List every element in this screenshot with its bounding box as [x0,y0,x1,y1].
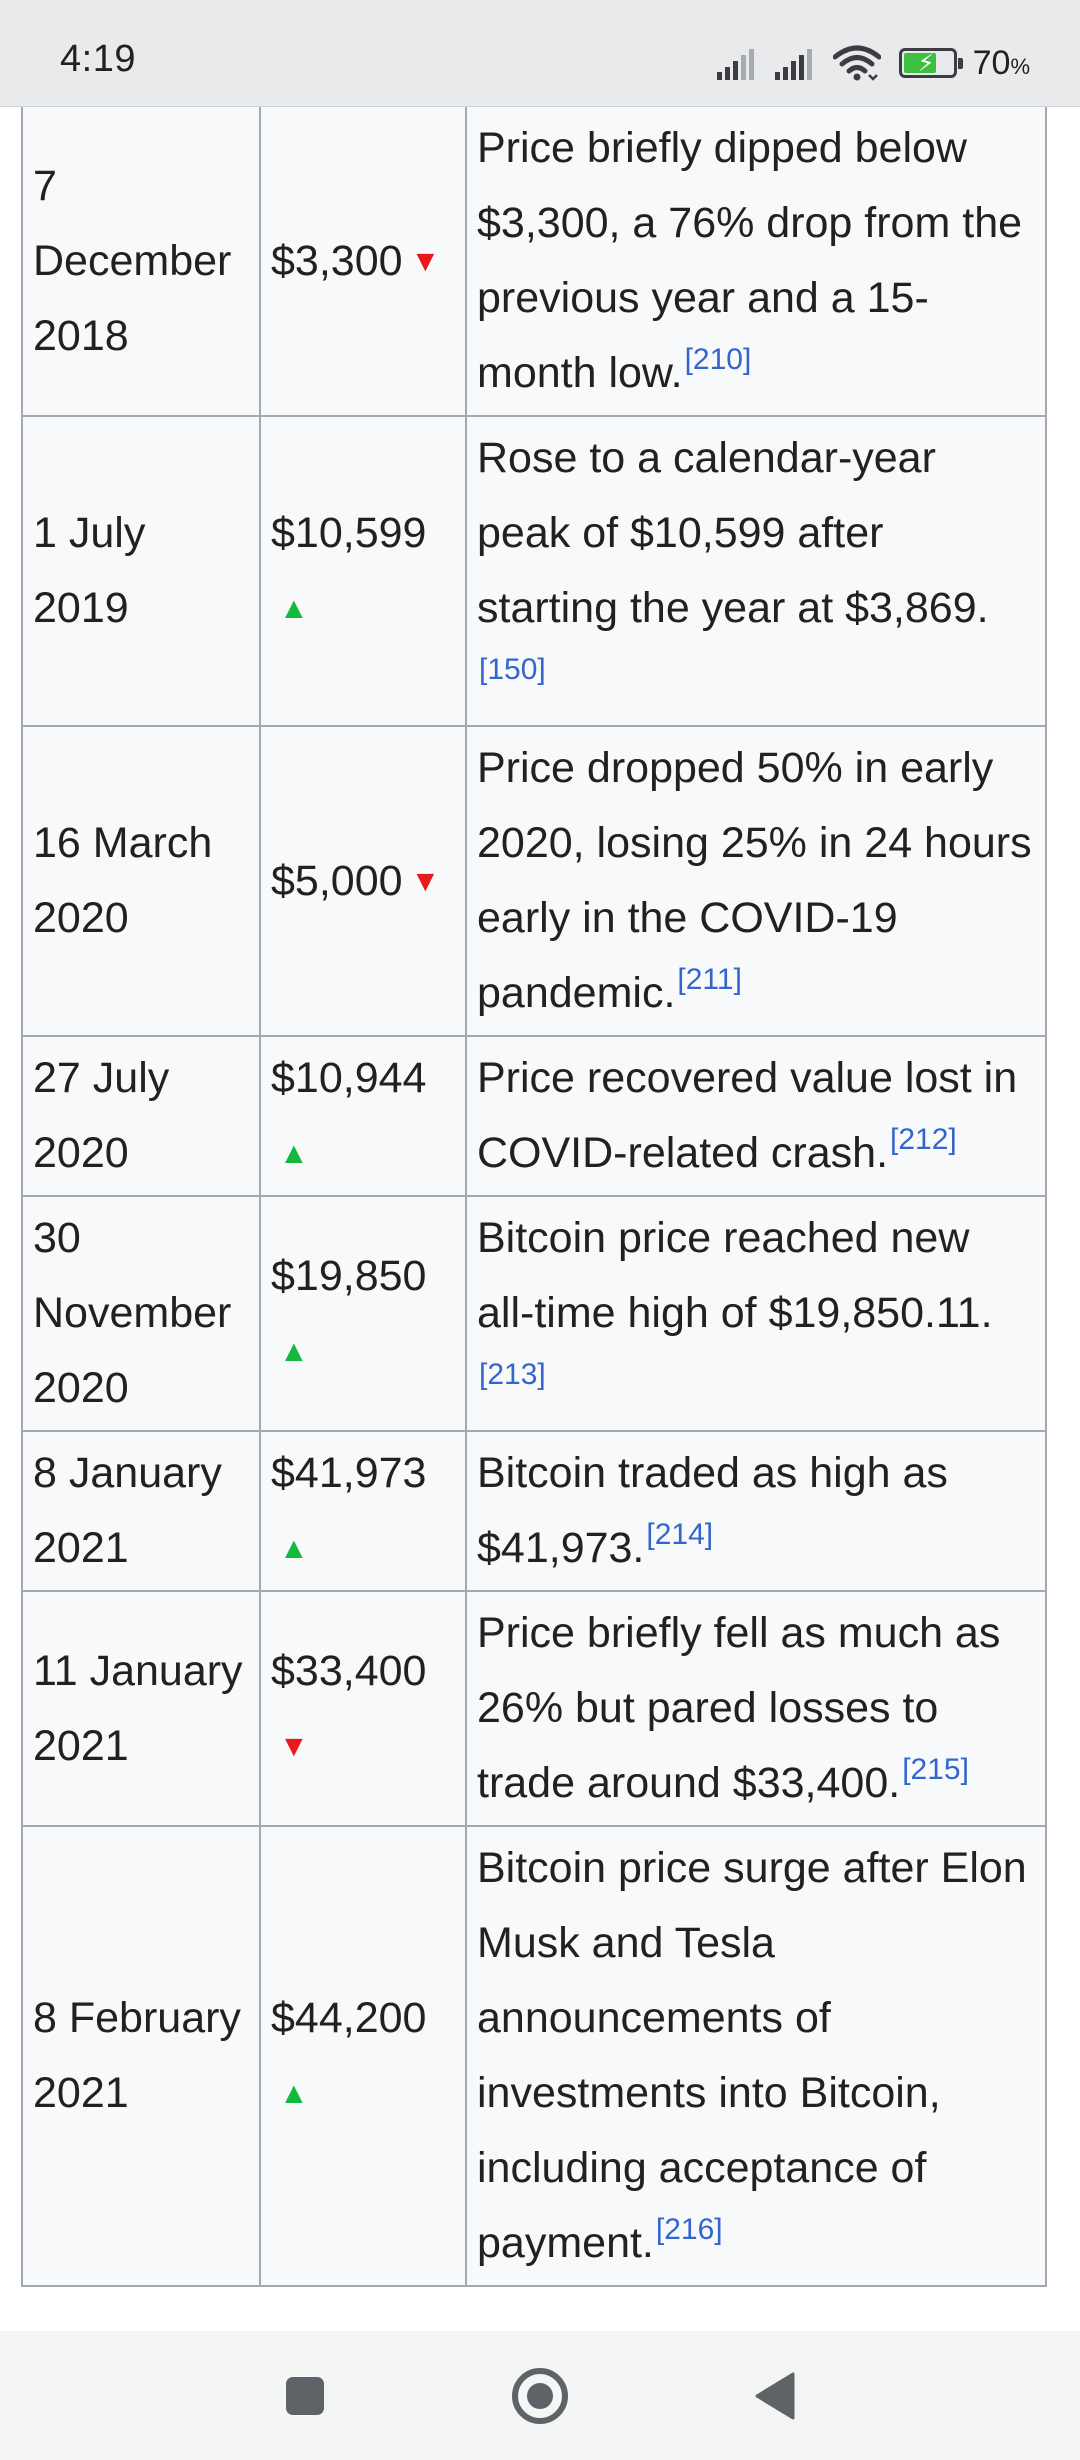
trend-down-icon: ▼ [279,1729,309,1763]
price-value: $44,200 [271,1994,427,2042]
price-value: $41,973 [271,1449,427,1497]
table-row: 30 November 2020 $19,850 ▲ Bitcoin price… [21,1195,1047,1432]
event-cell: Bitcoin traded as high as $41,973.[214] [465,1430,1047,1592]
price-value: $10,599 [271,509,427,557]
price-cell: $5,000 ▼ [259,725,467,1037]
price-cell: $41,973 ▲ [259,1430,467,1592]
event-cell: Rose to a calendar-year peak of $10,599 … [465,415,1047,727]
trend-down-icon: ▼ [410,864,441,898]
price-value: $19,850 [271,1251,427,1300]
trend-up-icon: ▲ [279,592,309,625]
event-text: Price briefly fell as much as 26% but pa… [477,1609,1001,1807]
table-row: 8 February 2021 $44,200 ▲ Bitcoin price … [21,1825,1047,2287]
event-text: Rose to a calendar-year peak of $10,599 … [477,434,989,632]
event-cell: Bitcoin price reached new all-time high … [465,1195,1047,1432]
date-cell: 16 March 2020 [21,725,261,1037]
date-cell: 1 July 2019 [21,415,261,727]
back-triangle-icon[interactable] [740,2361,810,2431]
event-cell: Price recovered value lost in COVID-rela… [465,1035,1047,1197]
price-cell: $33,400 ▼ [259,1590,467,1827]
trend-down-icon: ▼ [410,244,441,278]
date-cell: 8 January 2021 [21,1430,261,1592]
status-bar: 4:19 ⚡ 70% [0,0,1080,107]
status-icons: ⚡ 70% [716,38,1030,88]
event-cell: Price briefly dipped below $3,300, a 76%… [465,107,1047,417]
table-row: 8 January 2021 $41,973 ▲ Bitcoin traded … [21,1430,1047,1592]
trend-up-icon: ▲ [279,1532,309,1565]
battery-icon: ⚡ [898,48,963,78]
table-row: 27 July 2020 $10,944 ▲ Price recovered v… [21,1035,1047,1197]
signal-icon [774,46,815,80]
wifi-icon [832,45,881,81]
battery-fill [903,53,936,73]
trend-up-icon: ▲ [279,1334,309,1368]
signal-icon [716,46,757,80]
price-value: $33,400 [271,1646,427,1695]
reference-link[interactable]: [210] [684,343,752,376]
price-value: $3,300 [271,236,403,285]
price-history-table: 7 December 2018 $3,300 ▼ Price briefly di… [21,107,1047,2287]
page-content[interactable]: 7 December 2018 $3,300 ▼ Price briefly di… [0,107,1080,2331]
reference-link[interactable]: [211] [677,963,742,996]
price-cell: $19,850 ▲ [259,1195,467,1432]
price-cell: $10,944 ▲ [259,1035,467,1197]
recents-square-icon[interactable] [270,2361,340,2431]
price-cell: $3,300 ▼ [259,107,467,417]
trend-up-icon: ▲ [279,2077,309,2110]
price-value: $10,944 [271,1054,427,1102]
status-time: 4:19 [60,38,136,80]
reference-link[interactable]: [150] [479,653,546,686]
reference-link[interactable]: [216] [655,2213,723,2246]
date-cell: 7 December 2018 [21,107,261,417]
event-cell: Bitcoin price surge after Elon Musk and … [465,1825,1047,2287]
price-value: $5,000 [271,856,403,905]
date-cell: 30 November 2020 [21,1195,261,1432]
trend-up-icon: ▲ [279,1137,309,1170]
date-cell: 27 July 2020 [21,1035,261,1197]
reference-link[interactable]: [215] [902,1753,969,1786]
event-cell: Price briefly fell as much as 26% but pa… [465,1590,1047,1827]
event-text: Price dropped 50% in early 2020, losing … [477,744,1032,1017]
event-cell: Price dropped 50% in early 2020, losing … [465,725,1047,1037]
battery-percent: 70% [972,43,1030,82]
event-text: Price briefly dipped below $3,300, a 76%… [477,124,1023,397]
charging-bolt-icon: ⚡ [917,50,935,77]
event-text: Bitcoin traded as high as $41,973. [477,1449,948,1572]
reference-link[interactable]: [213] [479,1358,546,1391]
event-text: Bitcoin price surge after Elon Musk and … [477,1844,1027,2267]
price-cell: $44,200 ▲ [259,1825,467,2287]
table-row: 16 March 2020 $5,000 ▼ Price dropped 50% … [21,725,1047,1037]
date-cell: 8 February 2021 [21,1825,261,2287]
home-circle-icon[interactable] [505,2361,575,2431]
price-cell: $10,599 ▲ [259,415,467,727]
reference-link[interactable]: [212] [890,1123,957,1156]
event-text: Price recovered value lost in COVID-rela… [477,1054,1018,1177]
table-row: 11 January 2021 $33,400 ▼ Price briefly … [21,1590,1047,1827]
reference-link[interactable]: [214] [646,1518,714,1551]
table-row: 1 July 2019 $10,599 ▲ Rose to a calendar… [21,415,1047,727]
event-text: Bitcoin price reached new all-time high … [477,1214,993,1337]
navigation-bar [0,2331,1080,2460]
table-row: 7 December 2018 $3,300 ▼ Price briefly di… [21,107,1047,417]
date-cell: 11 January 2021 [21,1590,261,1827]
